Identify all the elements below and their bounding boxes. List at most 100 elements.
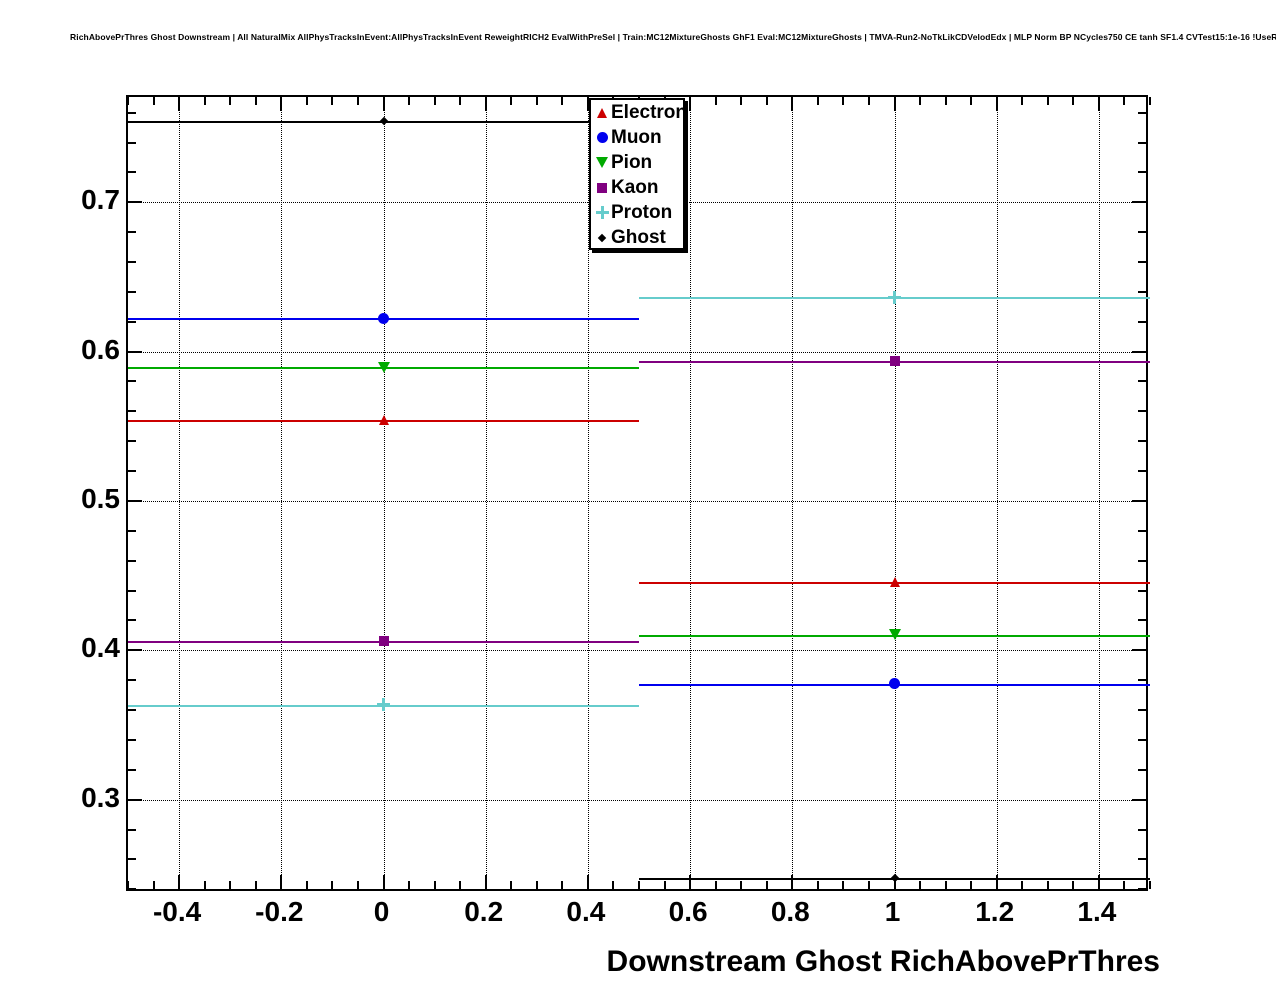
data-point-kaon-0 xyxy=(378,635,389,646)
y-tick-minor xyxy=(128,529,136,532)
x-tick-label: 0.6 xyxy=(668,896,708,927)
x-tick-minor xyxy=(152,881,155,889)
y-tick-major xyxy=(1132,499,1146,502)
y-tick-minor xyxy=(1138,290,1146,293)
x-tick-label: 1.4 xyxy=(1077,896,1117,927)
diamond-small-icon xyxy=(597,233,607,242)
y-tick-minor xyxy=(128,858,136,861)
x-tick-minor xyxy=(765,97,768,105)
y-tick-minor xyxy=(128,470,136,473)
legend-marker-kaon xyxy=(594,180,610,196)
y-tick-minor xyxy=(1138,619,1146,622)
y-tick-minor xyxy=(1138,888,1146,891)
x-tick-major xyxy=(689,97,692,111)
y-tick-minor xyxy=(128,589,136,592)
gridline-vertical xyxy=(690,97,692,889)
x-tick-minor xyxy=(944,881,947,889)
data-point-ghost-1 xyxy=(890,873,899,883)
x-tick-major xyxy=(178,875,181,889)
x-tick-minor xyxy=(408,97,411,105)
y-tick-minor xyxy=(1138,709,1146,712)
x-tick-minor xyxy=(433,881,436,889)
x-tick-minor xyxy=(356,97,359,105)
x-tick-minor xyxy=(459,881,462,889)
y-tick-minor xyxy=(128,738,136,741)
x-tick-major xyxy=(178,97,181,111)
x-tick-minor xyxy=(1046,881,1049,889)
chart-legend: Electron Muon Pion Kaon Proton Ghost xyxy=(589,98,687,250)
legend-item-muon[interactable]: Muon xyxy=(591,125,683,150)
x-tick-minor xyxy=(356,881,359,889)
legend-item-ghost[interactable]: Ghost xyxy=(591,225,683,250)
data-point-pion-0 xyxy=(377,361,390,373)
y-tick-major xyxy=(1132,649,1146,652)
y-tick-label: 0.4 xyxy=(81,632,120,664)
x-tick-minor xyxy=(867,881,870,889)
x-tick-minor xyxy=(612,881,615,889)
x-tick-label: 0.2 xyxy=(464,896,504,927)
x-tick-major xyxy=(484,875,487,889)
legend-label: Muon xyxy=(611,127,662,148)
y-tick-minor xyxy=(1138,231,1146,234)
y-tick-minor xyxy=(128,290,136,293)
x-tick-minor xyxy=(1123,97,1126,105)
y-tick-minor xyxy=(1138,261,1146,264)
legend-label: Electron xyxy=(611,102,688,123)
legend-item-kaon[interactable]: Kaon xyxy=(591,175,683,200)
x-tick-minor xyxy=(203,881,206,889)
y-tick-major xyxy=(1132,798,1146,801)
data-point-ghost-0 xyxy=(379,116,388,126)
x-tick-minor xyxy=(127,881,129,889)
circle-icon xyxy=(596,132,608,143)
x-tick-minor xyxy=(1021,881,1024,889)
x-tick-minor xyxy=(1149,97,1151,105)
x-tick-minor xyxy=(1046,97,1049,105)
x-tick-major xyxy=(280,97,283,111)
x-tick-label: -0.4 xyxy=(152,896,202,927)
x-axis-title: Downstream Ghost RichAbovePrThres xyxy=(606,945,1160,978)
x-tick-minor xyxy=(663,881,666,889)
legend-item-electron[interactable]: Electron xyxy=(591,100,687,125)
x-tick-minor xyxy=(433,97,436,105)
legend-item-proton[interactable]: Proton xyxy=(591,200,683,225)
x-tick-major xyxy=(586,875,589,889)
legend-marker-ghost xyxy=(594,230,610,246)
y-tick-major xyxy=(1132,350,1146,353)
x-tick-major xyxy=(791,875,794,889)
x-tick-minor xyxy=(867,97,870,105)
y-tick-minor xyxy=(1138,529,1146,532)
y-tick-minor xyxy=(1138,768,1146,771)
x-tick-label: 1.2 xyxy=(975,896,1015,927)
x-tick-major xyxy=(280,875,283,889)
y-tick-minor xyxy=(128,261,136,264)
y-tick-minor xyxy=(128,619,136,622)
triangle-up-icon xyxy=(597,107,607,118)
x-tick-minor xyxy=(919,97,922,105)
legend-marker-pion xyxy=(594,155,610,171)
x-tick-minor xyxy=(1123,881,1126,889)
y-tick-minor xyxy=(1138,858,1146,861)
triangle-down-icon xyxy=(596,157,608,168)
x-tick-minor xyxy=(331,97,334,105)
x-tick-minor xyxy=(816,97,819,105)
x-tick-minor xyxy=(740,881,743,889)
y-tick-minor xyxy=(1138,320,1146,323)
data-point-muon-0 xyxy=(378,312,389,324)
y-tick-minor xyxy=(128,709,136,712)
x-tick-minor xyxy=(229,881,232,889)
x-tick-minor xyxy=(254,97,257,105)
y-tick-minor xyxy=(128,111,136,114)
y-tick-minor xyxy=(1138,559,1146,562)
x-tick-minor xyxy=(229,97,232,105)
x-tick-minor xyxy=(842,881,845,889)
x-tick-major xyxy=(995,875,998,889)
y-tick-minor xyxy=(128,888,136,891)
gridline-horizontal xyxy=(128,351,1146,353)
data-point-muon-1 xyxy=(889,678,900,690)
x-tick-minor xyxy=(714,97,717,105)
x-tick-minor xyxy=(459,97,462,105)
y-tick-label: 0.3 xyxy=(81,781,120,813)
legend-item-pion[interactable]: Pion xyxy=(591,150,683,175)
x-tick-minor xyxy=(510,97,513,105)
y-tick-minor xyxy=(1138,380,1146,383)
